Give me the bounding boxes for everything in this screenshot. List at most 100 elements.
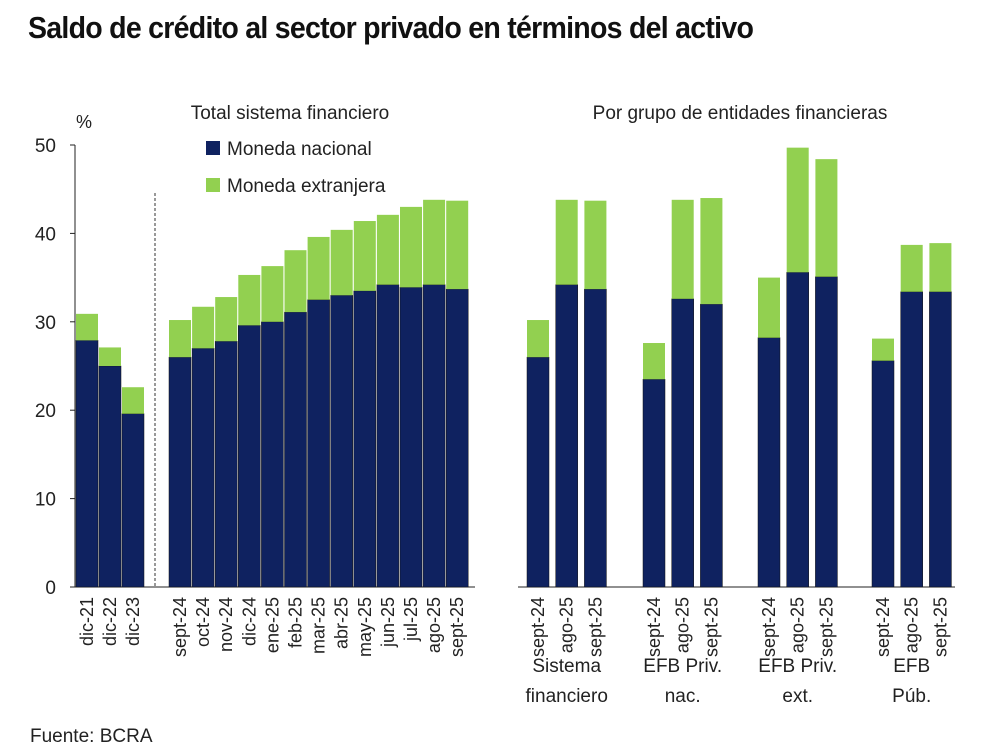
x-tick-label: ago-25: [424, 597, 444, 653]
x-tick-label: sept-25: [701, 597, 721, 657]
bar-extranjera-sept-25: [929, 243, 952, 292]
x-tick-label: ago-25: [902, 597, 922, 653]
bar-nacional-ago-25: [671, 298, 694, 588]
bar-extranjera-sept-24: [872, 338, 894, 361]
x-tick-label: jul-25: [401, 597, 421, 642]
bar-extranjera-sept-24: [169, 320, 191, 358]
x-tick-label: abr-25: [332, 597, 352, 649]
x-tick-label: nov-24: [216, 597, 236, 652]
y-axis-label: %: [76, 112, 92, 132]
bar-nacional-sept-25: [445, 288, 469, 588]
bar-nacional-sept-24: [871, 360, 895, 588]
group-label: Sistema: [532, 656, 601, 677]
bar-nacional-dic-23: [121, 413, 145, 588]
bar-extranjera-ene-25: [261, 266, 284, 322]
bar-nacional-jun-25: [376, 284, 400, 588]
bar-extranjera-sept-25: [700, 198, 723, 305]
x-tick-label: dic-24: [239, 597, 259, 646]
source-note: Fuente: BCRA: [30, 726, 153, 747]
bar-extranjera-dic-23: [122, 387, 144, 414]
x-tick-label: sept-25: [585, 597, 605, 657]
bar-extranjera-ago-25: [671, 199, 694, 299]
bar-extranjera-nov-24: [215, 297, 238, 342]
x-tick-label: sept-24: [170, 597, 190, 657]
x-tick-label: dic-23: [123, 597, 143, 646]
bar-nacional-sept-24: [526, 356, 550, 588]
bar-extranjera-ago-25: [900, 244, 923, 292]
y-tick-label: 40: [35, 224, 56, 245]
x-tick-label: dic-22: [100, 597, 120, 646]
group-label: EFB: [893, 656, 930, 677]
y-tick-label: 50: [35, 136, 56, 157]
x-tick-label: oct-24: [193, 597, 213, 647]
bar-nacional-may-25: [353, 290, 377, 588]
bar-nacional-dic-22: [98, 365, 122, 588]
group-label: ext.: [782, 686, 813, 707]
bar-nacional-sept-25: [700, 303, 723, 588]
group-label: financiero: [526, 686, 608, 707]
x-tick-label: sept-24: [644, 597, 664, 657]
bar-nacional-sept-24: [168, 356, 192, 588]
x-tick-label: feb-25: [286, 597, 306, 648]
bar-extranjera-dic-22: [99, 347, 121, 366]
x-tick-label: ene-25: [262, 597, 282, 653]
x-tick-label: sept-24: [759, 597, 779, 657]
bar-extranjera-mar-25: [307, 236, 330, 300]
x-tick-label: may-25: [355, 597, 375, 657]
chart-svg: % Total sistema financiero Por grupo de …: [35, 103, 955, 707]
bar-extranjera-sept-24: [758, 277, 780, 338]
bar-nacional-ago-25: [555, 284, 578, 588]
bar-extranjera-ago-25: [555, 199, 578, 285]
bar-nacional-sept-25: [815, 276, 838, 588]
bar-nacional-sept-24: [757, 337, 781, 588]
group-label: Púb.: [892, 686, 931, 707]
bar-nacional-abr-25: [330, 295, 353, 588]
x-tick-label: ago-25: [788, 597, 808, 653]
x-tick-label: ago-25: [557, 597, 577, 653]
bar-nacional-jul-25: [399, 287, 423, 588]
x-tick-label: ago-25: [673, 597, 693, 653]
bar-nacional-feb-25: [284, 311, 307, 588]
bar-nacional-mar-25: [307, 299, 330, 588]
bar-extranjera-jul-25: [400, 206, 422, 288]
bar-extranjera-abr-25: [330, 229, 353, 296]
bar-extranjera-sept-25: [584, 200, 607, 290]
bar-extranjera-dic-21: [76, 313, 98, 341]
bar-nacional-sept-24: [642, 379, 666, 588]
group-label: EFB Priv.: [643, 656, 722, 677]
bar-nacional-oct-24: [191, 348, 215, 588]
chart-title: Saldo de crédito al sector privado en té…: [28, 10, 754, 45]
right-panel-title: Por grupo de entidades financieras: [593, 103, 888, 124]
group-label: EFB Priv.: [758, 656, 837, 677]
bar-nacional-ago-25: [422, 284, 446, 588]
x-tick-label: jun-25: [378, 597, 398, 648]
bar-extranjera-sept-24: [643, 343, 665, 380]
bar-extranjera-sept-25: [815, 159, 838, 277]
bar-extranjera-sept-25: [446, 200, 469, 290]
bar-extranjera-oct-24: [192, 306, 215, 349]
left-panel-title: Total sistema financiero: [191, 103, 390, 124]
x-tick-label: mar-25: [309, 597, 329, 654]
y-tick-label: 0: [45, 578, 56, 599]
bar-extranjera-may-25: [353, 221, 376, 291]
bar-nacional-sept-25: [929, 291, 952, 588]
x-tick-label: sept-24: [873, 597, 893, 657]
bar-nacional-ago-25: [786, 272, 809, 588]
group-label: nac.: [665, 686, 701, 707]
bar-extranjera-ago-25: [786, 147, 809, 273]
x-tick-label: sept-25: [816, 597, 836, 657]
y-tick-label: 10: [35, 490, 56, 511]
x-tick-label: sept-24: [528, 597, 548, 657]
bar-extranjera-ago-25: [423, 199, 446, 285]
legend-swatch-extranjera: [206, 178, 220, 192]
x-tick-label: dic-21: [77, 597, 97, 646]
legend-label-nacional: Moneda nacional: [227, 139, 372, 160]
bar-nacional-sept-25: [584, 288, 607, 588]
bar-extranjera-feb-25: [284, 250, 307, 313]
legend-label-extranjera: Moneda extranjera: [227, 176, 386, 197]
bar-nacional-ene-25: [261, 321, 284, 588]
x-tick-label: sept-25: [930, 597, 950, 657]
bar-extranjera-jun-25: [376, 214, 399, 285]
bar-nacional-dic-21: [75, 340, 99, 588]
